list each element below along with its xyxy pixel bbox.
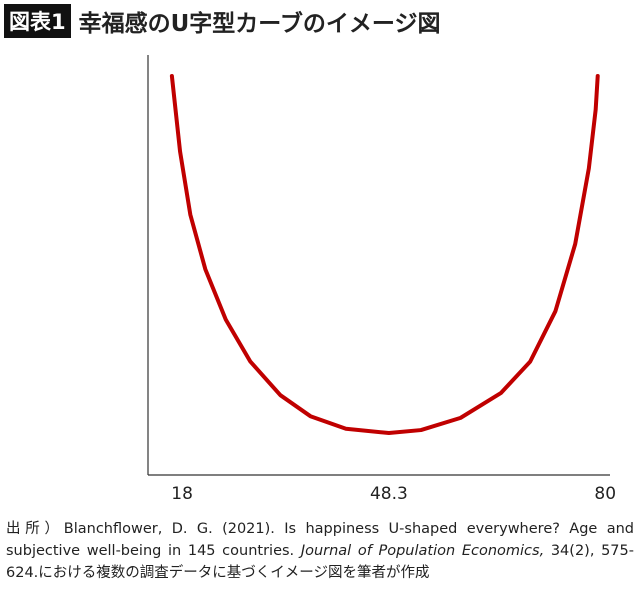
source-note: 出所）Blanchflower, D. G. (2021). Is happin…	[6, 518, 634, 584]
x-tick-label: 80	[594, 484, 616, 504]
x-tick-label: 18	[171, 484, 193, 504]
chart: 18 48.3 80	[147, 55, 616, 504]
data-line	[169, 74, 600, 435]
source-journal: Journal of Population Economics,	[300, 543, 545, 559]
header: 図表1 幸福感のU字型カーブのイメージ図	[4, 4, 440, 38]
source-text: 34(2), 575-624.における複数の調査データに基づくイメージ図を筆者が…	[6, 543, 634, 581]
source-text: 出所）Blanchflower, D. G. (2021). Is happin…	[6, 521, 634, 559]
x-tick-label: 48.3	[370, 484, 408, 504]
chart-title: 幸福感のU字型カーブのイメージ図	[78, 11, 441, 37]
figure-label: 図表1	[4, 4, 71, 38]
